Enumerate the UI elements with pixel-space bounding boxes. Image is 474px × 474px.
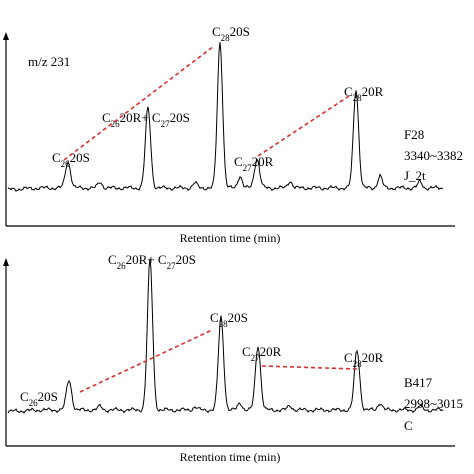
peak-label-2-1: C2620S <box>20 389 58 408</box>
trace-line-2 <box>7 258 444 414</box>
peak-label-1-1: C2620S <box>52 150 90 169</box>
peak-label-2-5: C2820R <box>344 350 384 369</box>
dashed-link-1-2 <box>257 93 353 157</box>
ion-label-1: m/z 231 <box>28 54 70 69</box>
y-axis-arrow-2 <box>3 258 9 266</box>
peak-label-2-3: C2820S <box>210 310 248 329</box>
sample-info-1-2: 3340~3382 <box>404 148 463 163</box>
dashed-link-2-2 <box>261 365 358 370</box>
sample-info-2-1: B417 <box>404 375 433 390</box>
peak-label-1-4: C2720R <box>234 154 274 173</box>
y-axis-arrow-1 <box>3 32 9 40</box>
x-axis-title-2: Retention time (min) <box>180 450 281 464</box>
peak-label-2-2: C2620R+ C2720S <box>108 252 196 271</box>
x-axis-title-1: Retention time (min) <box>180 231 281 245</box>
trace-line-1 <box>7 42 444 192</box>
sample-info-1-1: F28 <box>404 127 424 142</box>
peak-label-2-4: C2720R <box>242 344 282 363</box>
peak-label-1-5: C2820R <box>344 84 384 103</box>
sample-info-2-2: 2998~3015 <box>404 396 463 411</box>
sample-info-2-3: C <box>404 418 413 433</box>
peak-label-1-3: C2820S <box>212 24 250 43</box>
peak-label-1-2: C2620R+ C2720S <box>102 110 190 129</box>
sample-info-1-3: J_2t <box>404 168 426 183</box>
dashed-link-2-1 <box>79 329 213 393</box>
dashed-link-1-1 <box>63 45 215 161</box>
